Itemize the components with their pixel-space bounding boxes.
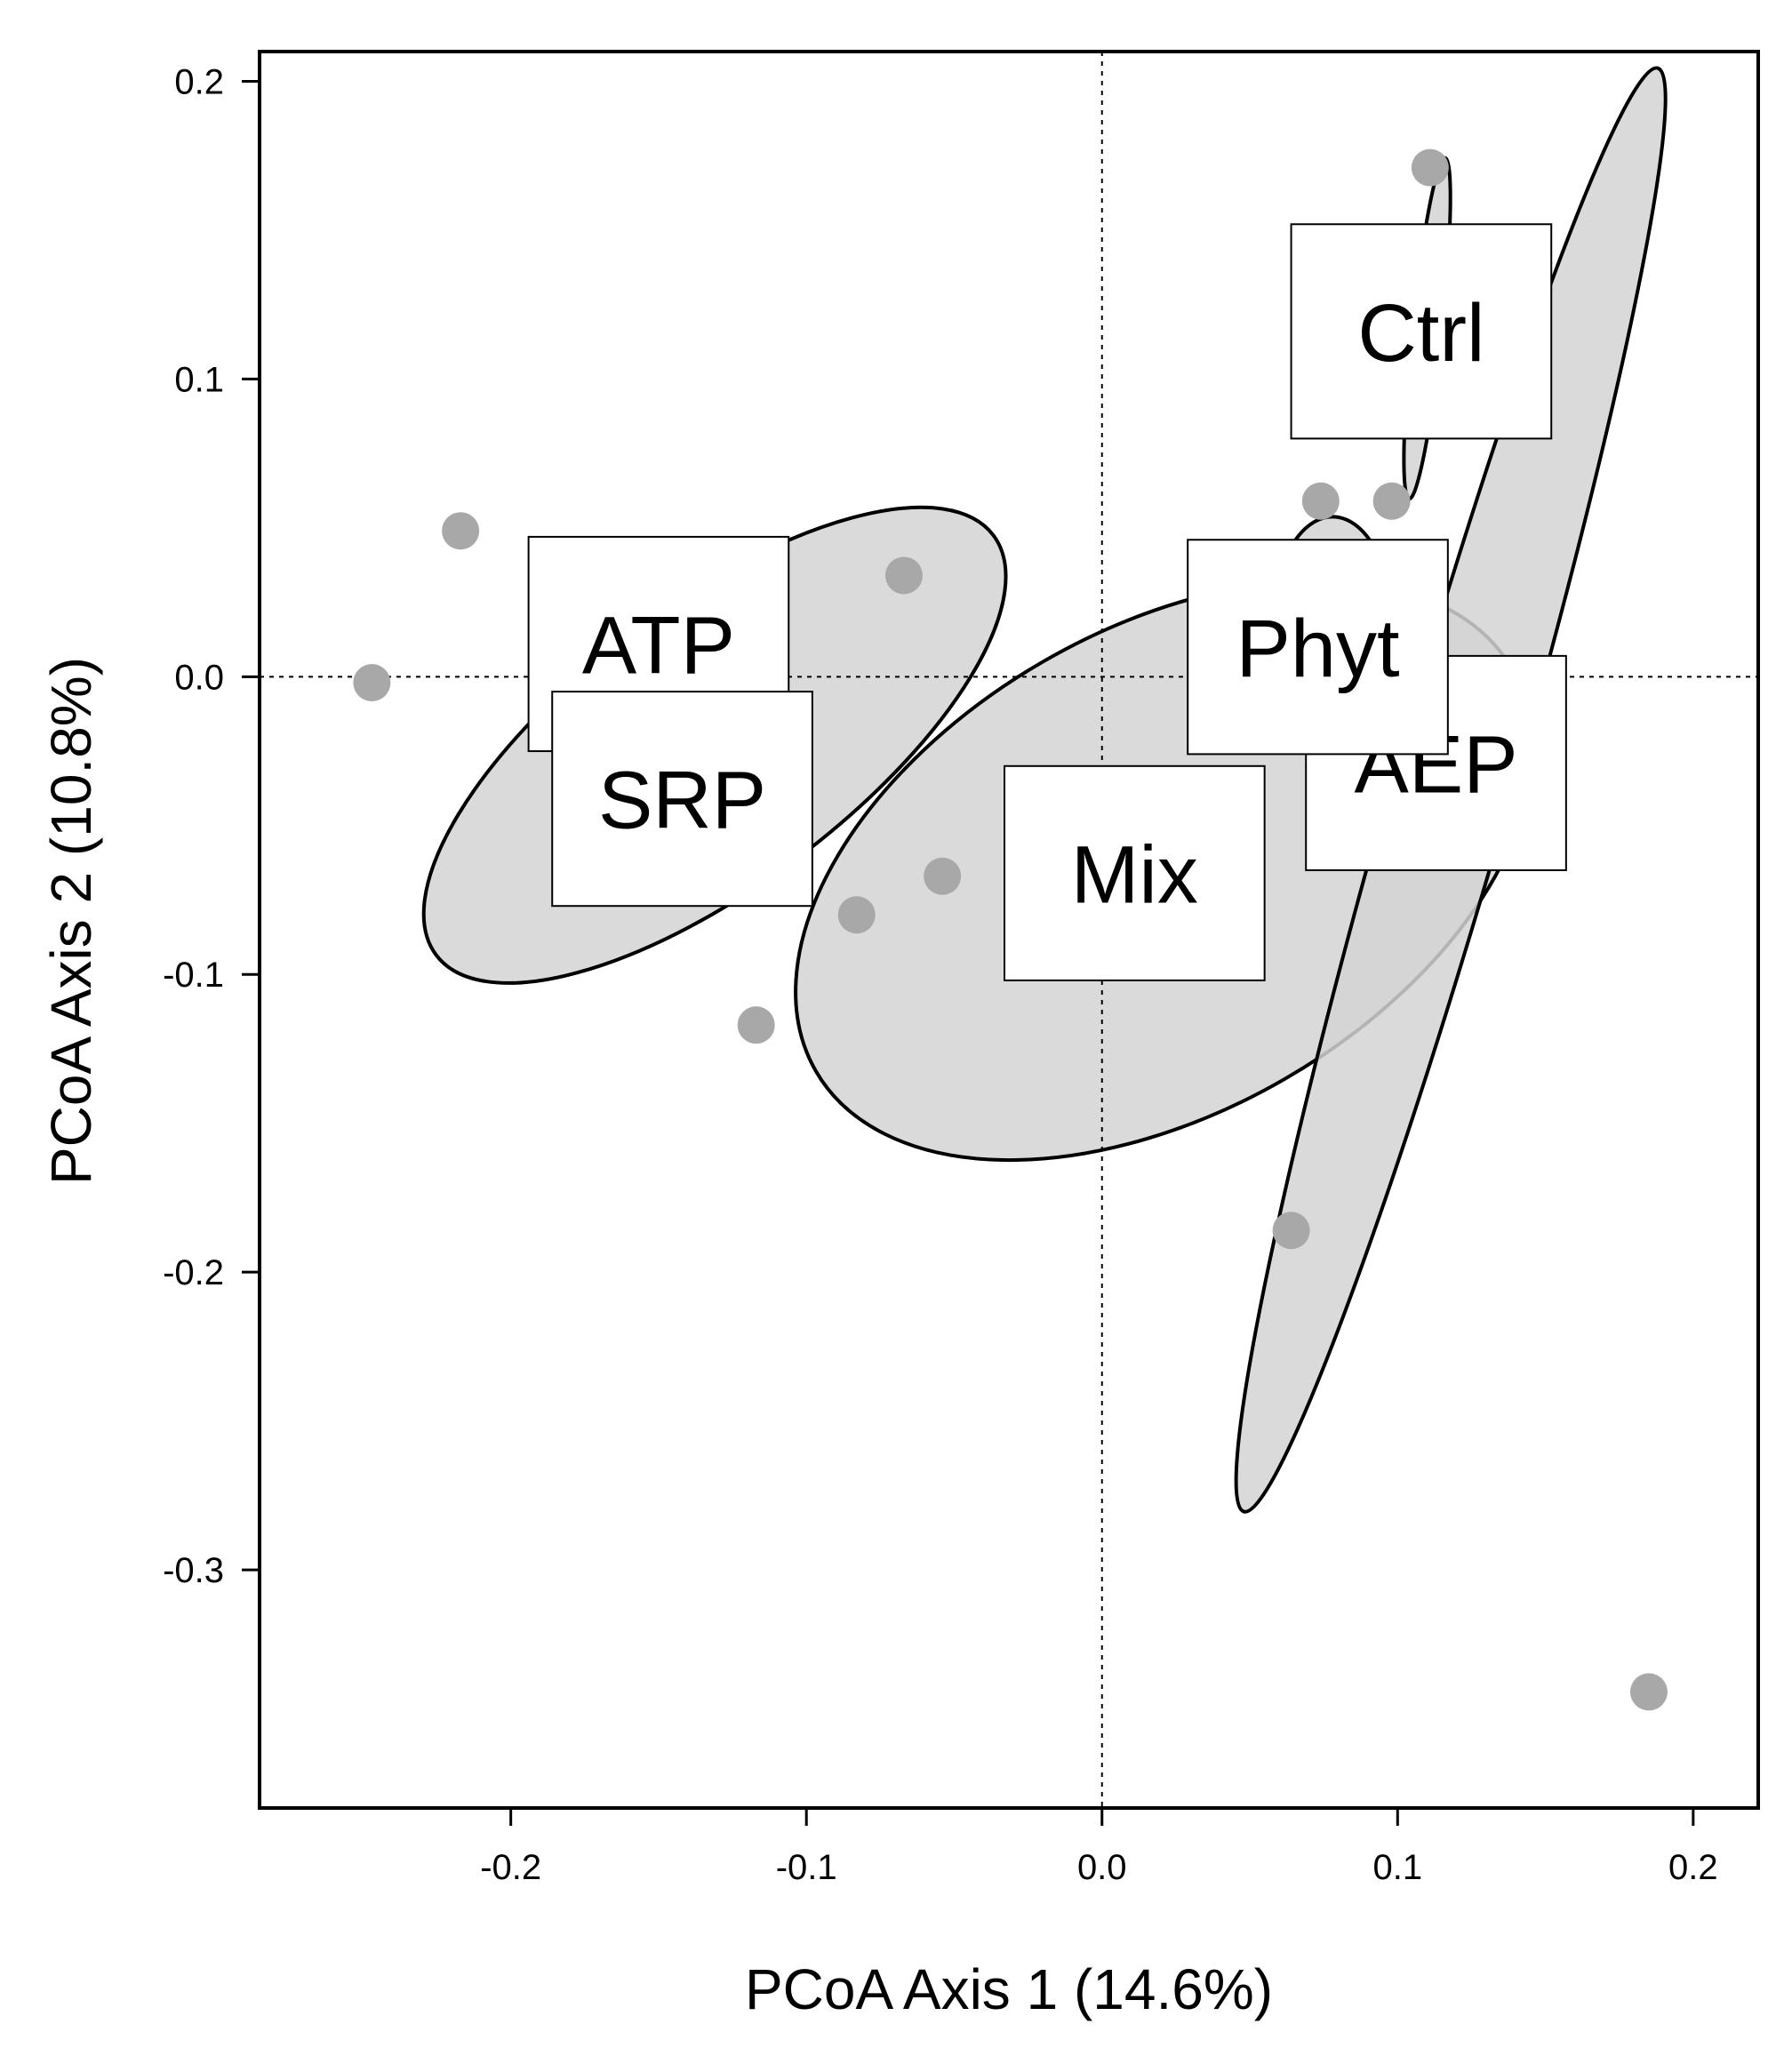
- group-label-text-atp: ATP: [582, 600, 735, 691]
- group-label-phyt: Phyt: [1187, 539, 1449, 756]
- data-point-2: [442, 512, 480, 550]
- group-label-text-srp: SRP: [598, 756, 766, 846]
- data-point-8: [1372, 482, 1411, 520]
- group-label-srp: SRP: [551, 691, 813, 908]
- group-label-mix: Mix: [1004, 764, 1266, 981]
- data-point-7: [1301, 482, 1340, 520]
- x-tick-label-3: 0.0: [1077, 1848, 1127, 1887]
- points-layer: [353, 148, 1668, 1711]
- group-label-box-srp: [551, 691, 813, 908]
- y-tick-label-6: -0.3: [163, 1551, 224, 1590]
- data-point-1: [353, 664, 391, 702]
- data-point-11: [1629, 1673, 1668, 1711]
- x-tick-label-4: 0.1: [1372, 1848, 1422, 1887]
- data-point-5: [837, 896, 876, 934]
- group-label-box-mix: [1004, 764, 1266, 981]
- group-label-text-ctrl: Ctrl: [1357, 288, 1484, 379]
- y-axis: 0.2 0.1 0.0 -0.1 -0.2 -0.3: [163, 62, 261, 1590]
- y-axis-title: PCoA Axis 2 (10.8%): [39, 657, 103, 1185]
- group-label-text-mix: Mix: [1071, 829, 1198, 920]
- group-label-box-ctrl: [1290, 223, 1553, 440]
- data-point-4: [924, 857, 962, 895]
- data-point-3: [884, 556, 923, 595]
- x-tick-label-5: 0.2: [1668, 1848, 1718, 1887]
- data-point-9: [1411, 148, 1449, 187]
- x-tick-label-1: -0.2: [480, 1848, 541, 1887]
- group-label-ctrl: Ctrl: [1290, 223, 1553, 440]
- data-point-6: [737, 1006, 775, 1044]
- y-tick-label-3: 0.0: [174, 658, 224, 697]
- y-tick-label-1: 0.2: [174, 62, 224, 101]
- data-point-10: [1272, 1212, 1310, 1250]
- y-tick-label-4: -0.1: [163, 956, 224, 995]
- x-axis-title: PCoA Axis 1 (14.6%): [745, 1957, 1273, 2021]
- group-label-text-phyt: Phyt: [1236, 604, 1399, 694]
- y-tick-label-2: 0.1: [174, 360, 224, 399]
- y-tick-label-5: -0.2: [163, 1253, 224, 1292]
- x-axis: -0.2 -0.1 0.0 0.1 0.2: [480, 1806, 1718, 1887]
- x-tick-label-2: -0.1: [776, 1848, 837, 1887]
- group-label-box-phyt: [1187, 539, 1449, 756]
